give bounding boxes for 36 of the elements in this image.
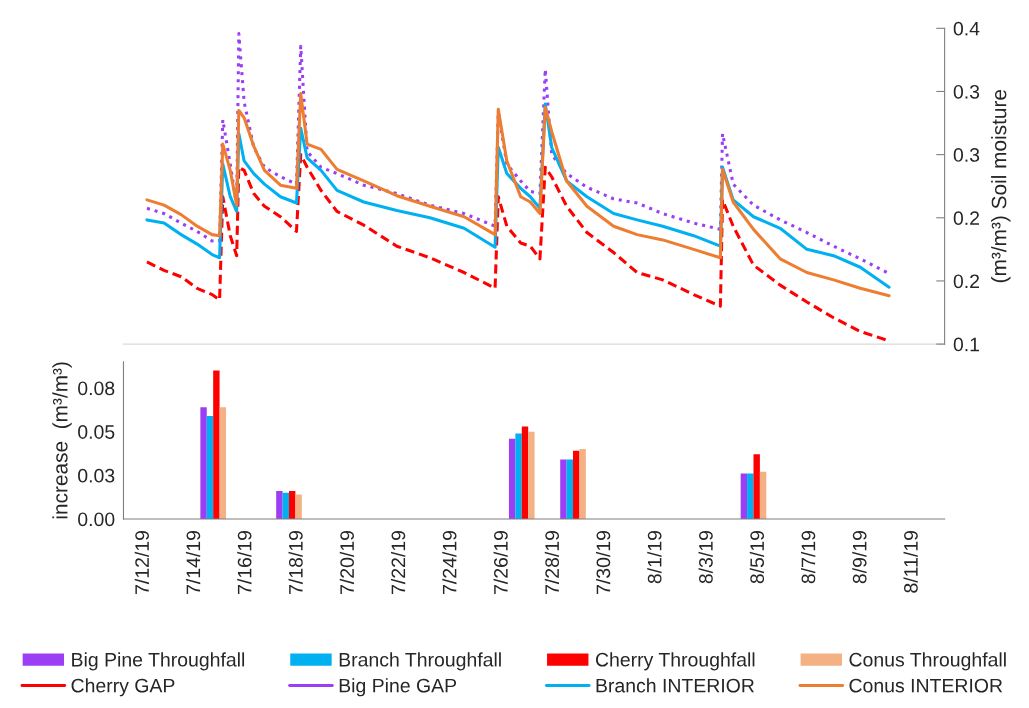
x-tick-label: 7/24/19 [442, 530, 457, 594]
x-tick-label: 8/11/19 [903, 530, 918, 593]
y-tick-label: 0.08 [78, 381, 115, 396]
x-tick-label: 8/3/19 [698, 530, 713, 584]
legend-label: Branch INTERIOR [596, 678, 754, 693]
x-tick-label: 8/1/19 [647, 530, 662, 584]
legend-label: Cherry Throughfall [595, 652, 755, 671]
x-tick-label: 7/12/19 [134, 530, 149, 594]
y-axis-title: increase (m³/m³) [52, 362, 72, 519]
legend-label: Conus INTERIOR [849, 678, 1003, 693]
legend-label: Big Pine GAP [339, 678, 457, 697]
y2-tick-label: 0.3 [953, 148, 980, 162]
legend-label: Branch Throughfall [339, 652, 501, 671]
y-tick-label: 0.05 [78, 425, 115, 439]
legend-label: Big Pine Throughfall [72, 652, 245, 671]
x-tick-label: 7/22/19 [390, 530, 406, 594]
y2-tick-label: 0.3 [953, 84, 980, 99]
x-tick-label: 7/30/19 [596, 530, 611, 594]
x-tick-label: 7/16/19 [237, 530, 252, 594]
y-tick-label: 0.03 [78, 468, 115, 483]
x-tick-label: 8/5/19 [749, 530, 765, 584]
y2-tick-label: 0.1 [953, 337, 980, 352]
legend-label: Cherry GAP [71, 678, 175, 697]
legend-label: Conus Throughfall [849, 652, 1006, 671]
x-tick-label: 7/14/19 [185, 530, 201, 594]
y2-axis-title: (m³/m³) Soil moisture [991, 89, 1011, 283]
y-tick-label: 0.00 [78, 512, 115, 527]
x-tick-label: 8/7/19 [801, 530, 816, 584]
y2-tick-label: 0.2 [953, 274, 980, 289]
y2-tick-label: 0.4 [953, 21, 980, 36]
y2-tick-label: 0.2 [953, 211, 980, 226]
x-tick-label: 8/9/19 [852, 530, 867, 584]
x-tick-label: 7/20/19 [339, 530, 355, 594]
x-tick-label: 7/26/19 [493, 530, 508, 594]
x-tick-label: 7/18/19 [288, 530, 303, 594]
x-tick-label: 7/28/19 [544, 530, 560, 594]
